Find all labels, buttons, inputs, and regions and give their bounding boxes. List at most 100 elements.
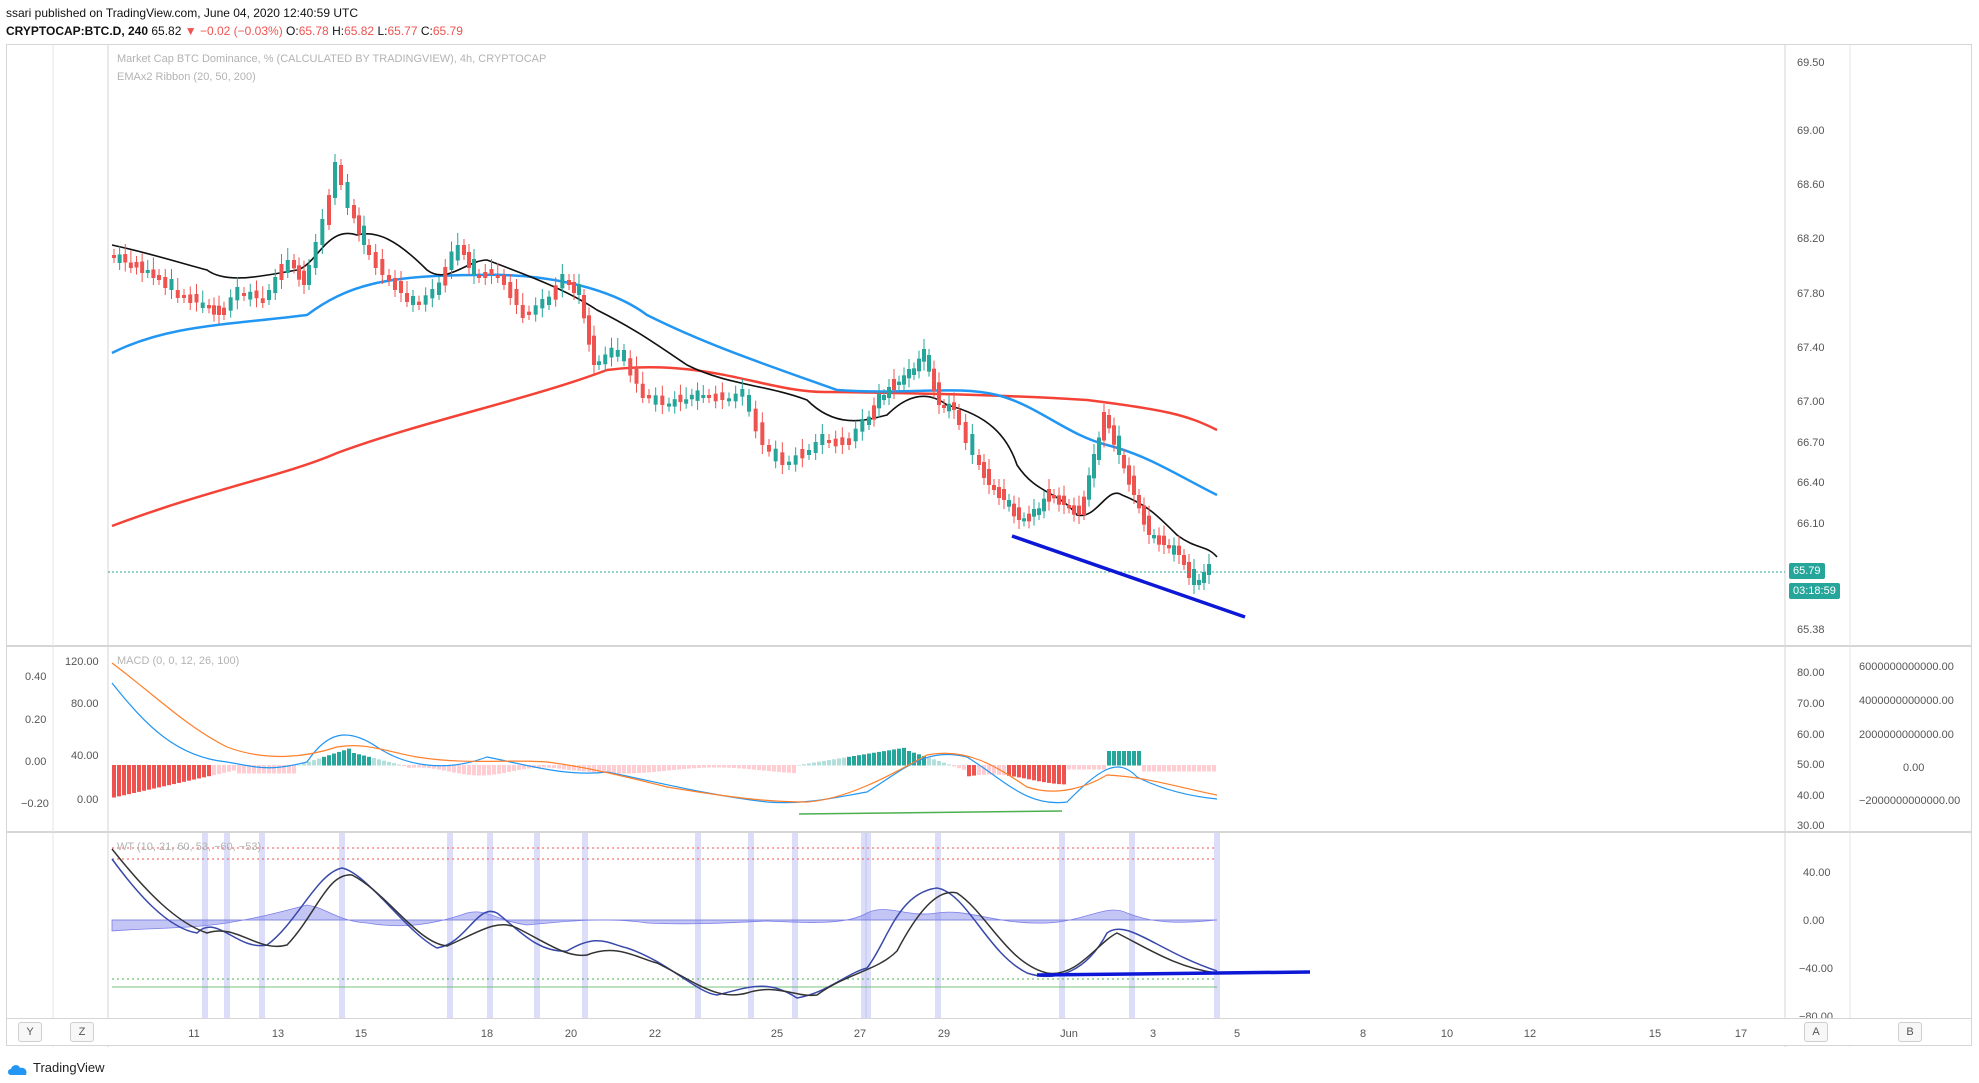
- candle-body: [1172, 545, 1176, 555]
- wavetrend-pane[interactable]: 40.00 0.00 −40.00 −80.00 WT (10, 21, 60,…: [6, 832, 1973, 1047]
- candle-body: [553, 285, 558, 300]
- macd-bar: [217, 765, 221, 774]
- candle-body: [800, 449, 805, 459]
- tradingview-logo[interactable]: TradingView: [6, 1060, 105, 1076]
- macd-bar: [887, 750, 891, 766]
- macd-bar: [237, 765, 241, 774]
- macd-bar: [352, 753, 356, 766]
- macd-bar: [607, 765, 611, 774]
- macd-bar: [247, 765, 251, 774]
- macd-bar: [152, 765, 156, 789]
- candle-body: [787, 461, 791, 465]
- support-trendline[interactable]: [1011, 534, 1246, 619]
- candle-body: [1042, 498, 1046, 512]
- candle-body: [1077, 505, 1081, 515]
- candle-body: [917, 358, 921, 372]
- price-tick: 65.38: [1797, 624, 1825, 636]
- candle-body: [313, 242, 318, 268]
- candle-body: [582, 295, 586, 319]
- wt-cross-band: [202, 833, 208, 1019]
- macd-bar: [692, 765, 696, 769]
- candle-body: [667, 403, 671, 407]
- macd-bar: [797, 765, 801, 766]
- macd-bar: [382, 760, 386, 766]
- price-axis[interactable]: 69.50 69.00 68.60 68.20 67.80 67.40 67.0…: [1797, 57, 1825, 636]
- ema-ribbon-legend: EMAx2 Ribbon (20, 50, 200): [117, 71, 256, 83]
- cloud-icon: [8, 1064, 27, 1075]
- candle-body: [793, 455, 798, 465]
- macd-bar: [1102, 765, 1106, 770]
- macd-bar: [697, 765, 701, 768]
- candle-body: [1007, 500, 1011, 507]
- candle-body: [622, 350, 626, 362]
- macd-bar: [1132, 751, 1136, 766]
- candle-body: [695, 390, 700, 401]
- candle-body: [1177, 545, 1181, 555]
- macd-bar: [1172, 765, 1176, 772]
- candle-body: [462, 245, 466, 255]
- time-tick: 18: [481, 1028, 493, 1040]
- candle-body: [747, 395, 751, 412]
- macd-bar: [542, 765, 546, 768]
- candle-body: [514, 289, 519, 305]
- symbol-label[interactable]: CRYPTOCAP:BTC.D, 240: [6, 24, 149, 38]
- time-tick: 20: [565, 1028, 577, 1040]
- macd-bar: [1027, 765, 1031, 780]
- candle-body: [733, 393, 738, 402]
- macd-bar: [527, 765, 531, 769]
- candle-body: [1102, 412, 1106, 441]
- log-scale-y-button[interactable]: Y: [18, 1022, 42, 1042]
- macd-bar: [172, 765, 176, 785]
- macd-bar: [122, 765, 126, 796]
- macd-bar: [452, 765, 456, 773]
- candle-body: [860, 419, 865, 432]
- candle-body: [367, 245, 371, 255]
- macd-bar: [947, 764, 951, 766]
- macd-bar: [667, 765, 671, 771]
- candle-body: [417, 301, 421, 305]
- candle-body: [780, 452, 785, 465]
- wt-trendline[interactable]: [1036, 970, 1311, 977]
- time-tick: 22: [649, 1028, 661, 1040]
- candle-body: [399, 281, 403, 293]
- candle-body: [592, 335, 596, 365]
- macd-bar: [942, 762, 946, 766]
- auto-scale-a-button[interactable]: A: [1804, 1022, 1828, 1042]
- candle-body: [577, 284, 581, 295]
- wavetrend-chart[interactable]: 40.00 0.00 −40.00 −80.00: [7, 833, 1973, 1047]
- candle-body: [373, 252, 378, 268]
- macd-bar: [212, 765, 216, 776]
- macd-pane[interactable]: 0.40 0.20 0.00 −0.20 120.00 80.00 40.00 …: [6, 646, 1973, 833]
- candle-body: [1147, 515, 1151, 535]
- publish-info: ssari published on TradingView.com, June…: [6, 6, 358, 20]
- main-chart-pane[interactable]: 69.50 69.00 68.60 68.20 67.80 67.40 67.0…: [6, 44, 1973, 647]
- macd-bar: [477, 765, 481, 776]
- candle-body: [387, 275, 391, 281]
- candle-body: [840, 437, 845, 445]
- macd-chart[interactable]: 0.40 0.20 0.00 −0.20 120.00 80.00 40.00 …: [7, 647, 1973, 833]
- zoom-z-button[interactable]: Z: [70, 1022, 94, 1042]
- candle-body: [833, 438, 838, 447]
- candle-body: [527, 311, 531, 315]
- macd-bar: [1192, 765, 1196, 772]
- candlestick-series[interactable]: [112, 154, 1211, 594]
- candle-body: [292, 260, 296, 269]
- macd-bar: [387, 761, 391, 766]
- price-chart[interactable]: 69.50 69.00 68.60 68.20 67.80 67.40 67.0…: [7, 45, 1973, 647]
- scale-b-button[interactable]: B: [1898, 1022, 1922, 1042]
- wt-cross-band: [259, 833, 265, 1019]
- time-axis[interactable]: 11 13 15 18 20 22 25 27 29 Jun 3 5 8 10 12 15 17: [6, 1018, 1972, 1046]
- candle-body: [922, 349, 926, 362]
- macd-bar: [682, 765, 686, 770]
- macd-bar: [762, 765, 766, 771]
- macd-bar: [242, 765, 246, 774]
- candle-body: [867, 416, 871, 425]
- candle-body: [235, 287, 240, 301]
- macd-bar: [397, 764, 401, 766]
- candle-body: [887, 387, 891, 398]
- macd-bar: [922, 756, 926, 766]
- candle-body: [1142, 505, 1146, 525]
- candle-body: [352, 205, 356, 219]
- macd-bar: [472, 765, 476, 776]
- wt-cross-band: [748, 833, 754, 1019]
